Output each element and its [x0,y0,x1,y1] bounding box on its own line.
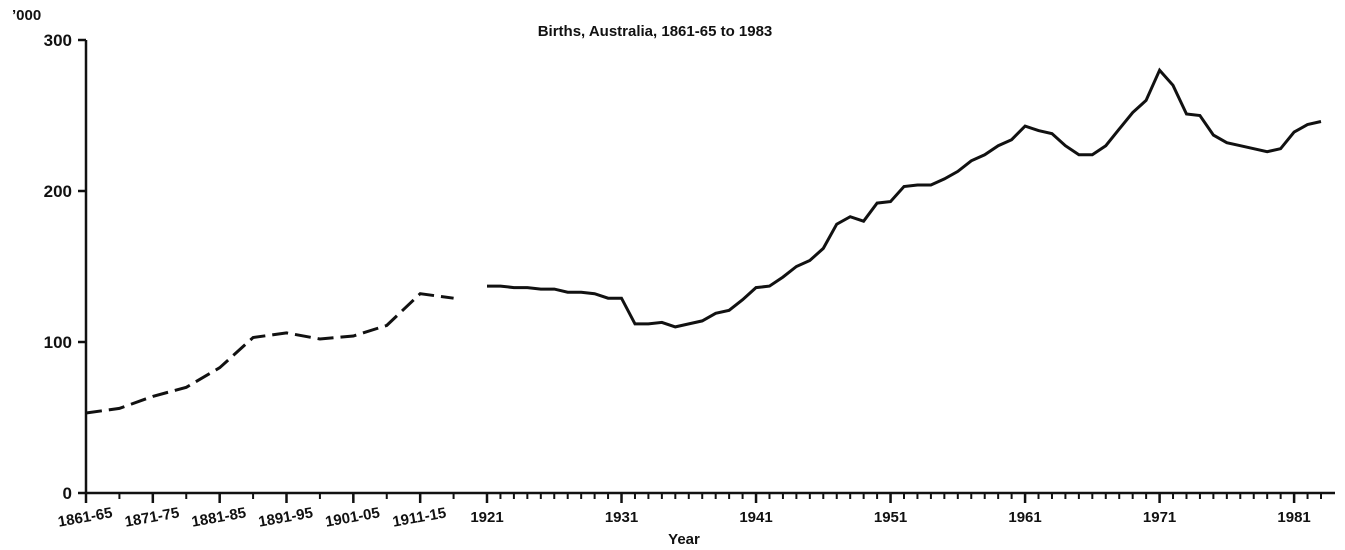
y-tick-label: 100 [44,333,72,352]
y-tick-label: 200 [44,182,72,201]
x-tick-label: 1921 [470,509,503,526]
x-tick-label: 1951 [874,509,907,526]
x-tick-label: 1961 [1008,509,1041,526]
y-tick-label: 300 [44,31,72,50]
x-tick-label: 1931 [605,509,638,526]
x-tick-label: 1881-85 [190,504,247,530]
y-unit: ’000 [12,7,41,24]
data-line [85,292,454,415]
x-tick-label: 1981 [1277,509,1310,526]
x-tick-label: 1891-95 [257,504,314,530]
data-line [487,67,1322,329]
y-tick-label: 0 [63,484,72,503]
x-tick-label: 1861-65 [57,504,114,530]
x-tick-label: 1901-05 [324,504,381,530]
x-axis-label: Year [668,531,700,548]
x-tick-label: 1871-75 [123,504,180,530]
x-tick-label: 1941 [739,509,772,526]
x-tick-label: 1911-15 [391,504,447,530]
chart-title: Births, Australia, 1861-65 to 1983 [538,23,773,40]
x-tick-label: 1971 [1143,509,1176,526]
